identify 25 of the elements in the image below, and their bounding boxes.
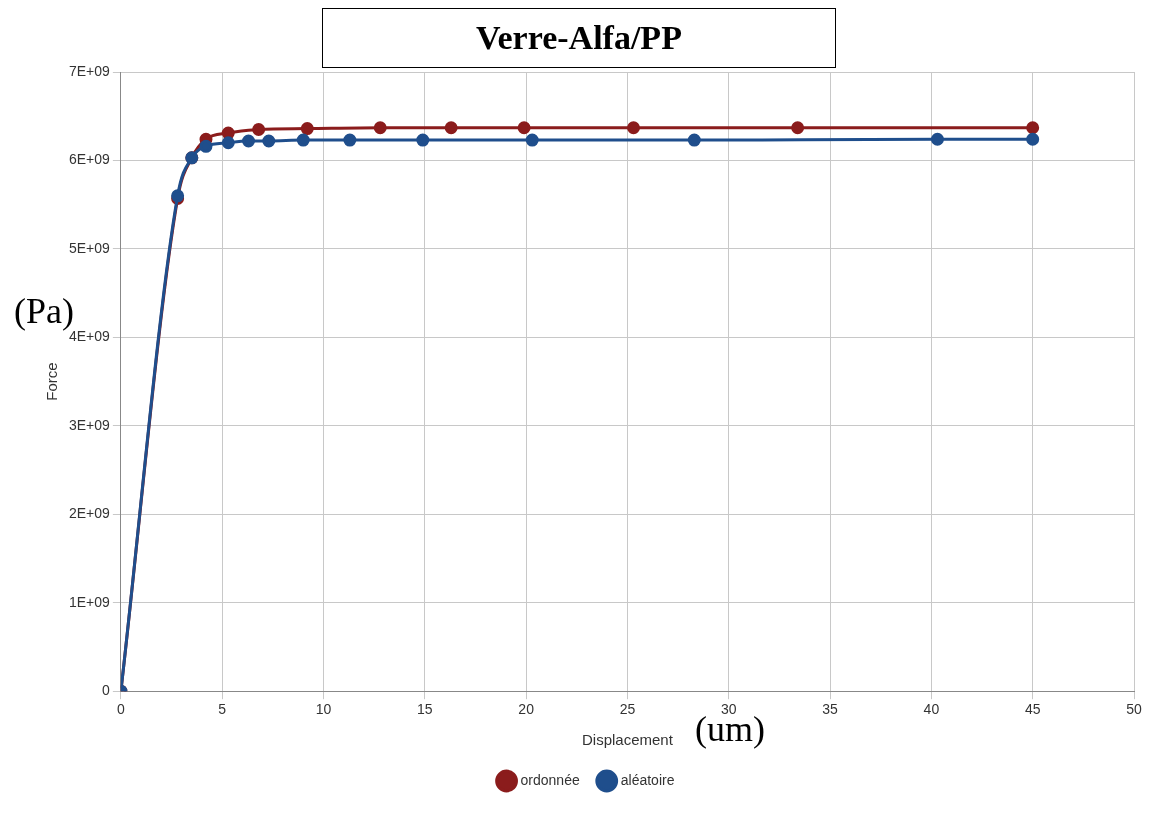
y-tick-label: 2E+09 [69,505,111,522]
x-axis-title: Displacement [582,731,674,749]
y-tick-label: 0 [102,682,111,699]
x-tick-label: 45 [1024,701,1041,718]
x-tick-label: 0 [116,701,125,718]
y-tick-label: 7E+09 [69,62,111,79]
x-tick-label: 30 [720,701,737,718]
x-tick-label: 10 [315,701,332,718]
legend-label: aléatoire [620,771,675,788]
x-tick-label: 25 [619,701,636,718]
x-tick-label: 35 [822,701,839,718]
y-axis-title: Force [43,362,61,401]
chart-title: Verre-Alfa/PP [322,8,836,68]
y-tick-label: 6E+09 [69,151,111,168]
y-tick-label: 5E+09 [69,239,111,256]
x-tick-label: 40 [923,701,940,718]
x-tick-label: 5 [218,701,227,718]
legend-label: ordonnée [520,771,580,788]
text: (Pa) [14,290,74,331]
x-tick-label: 50 [1126,701,1142,718]
x-tick-label: 20 [518,701,535,718]
y-tick-label: 1E+09 [69,593,111,610]
x-tick-label: 15 [417,701,433,718]
y-tick-label: 3E+09 [69,416,111,433]
y-tick-label: 4E+09 [69,328,111,345]
